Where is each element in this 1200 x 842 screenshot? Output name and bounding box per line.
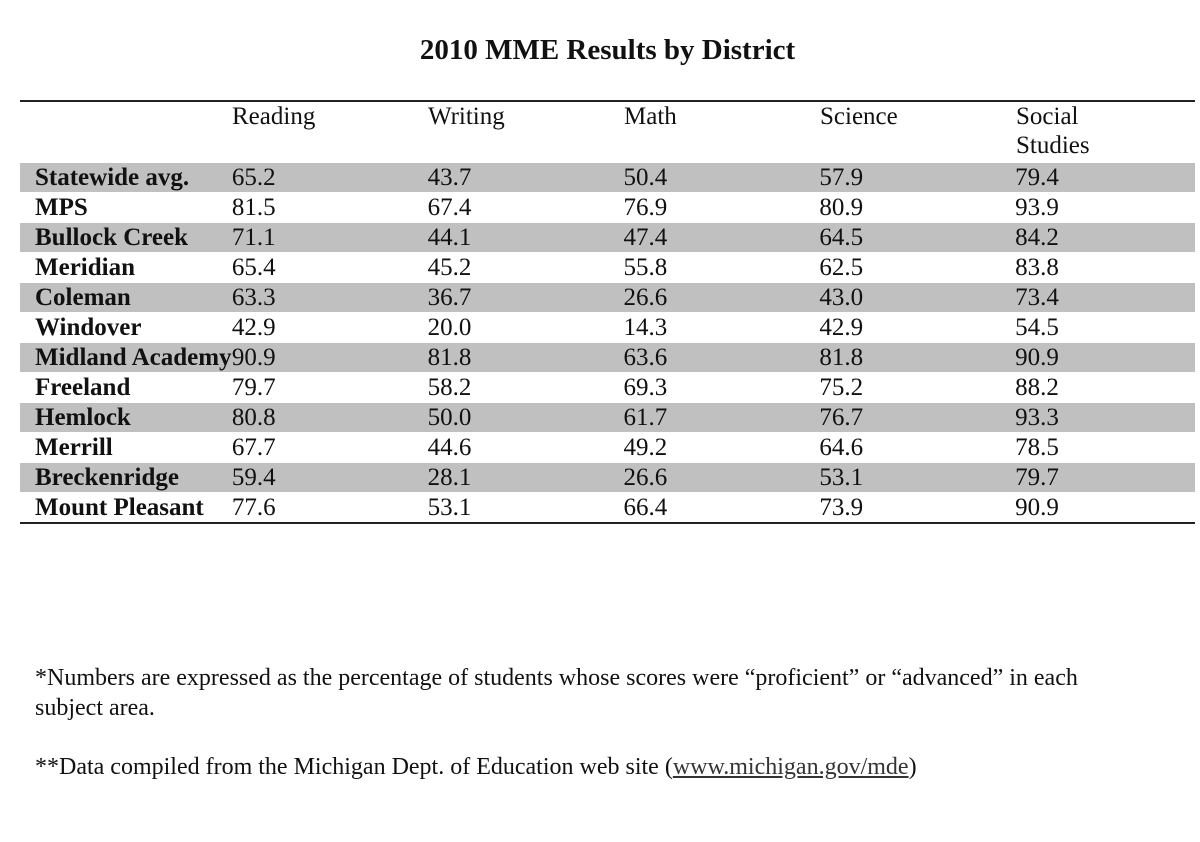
cell-reading: 90.9 — [231, 344, 276, 371]
table-row: Mount Pleasant 77.6 53.1 66.4 73.9 90.9 — [20, 492, 1195, 522]
cell-math: 76.9 — [623, 194, 668, 221]
header-math: Math — [624, 103, 677, 130]
cell-social-studies: 73.4 — [1015, 284, 1059, 311]
cell-math: 69.3 — [623, 374, 668, 401]
district-name: Bullock Creek — [35, 224, 189, 251]
cell-social-studies: 79.4 — [1015, 164, 1059, 191]
cell-reading: 63.3 — [231, 284, 276, 311]
table-row: Hemlock 80.8 50.0 61.7 76.7 93.3 — [20, 402, 1195, 432]
table-row: Freeland 79.7 58.2 69.3 75.2 88.2 — [20, 372, 1195, 402]
table-row: MPS 81.5 67.4 76.9 80.9 93.9 — [20, 192, 1195, 222]
footnote-source-close: ) — [908, 754, 917, 780]
cell-reading: 65.4 — [231, 254, 276, 281]
cell-social-studies: 88.2 — [1015, 374, 1059, 401]
cell-writing: 20.0 — [427, 314, 472, 341]
cell-social-studies: 83.8 — [1015, 254, 1059, 281]
district-name: Coleman — [35, 284, 131, 311]
cell-reading: 81.5 — [231, 194, 276, 221]
cell-math: 49.2 — [623, 434, 668, 461]
cell-writing: 45.2 — [427, 254, 472, 281]
cell-math: 26.6 — [623, 284, 668, 311]
cell-math: 50.4 — [623, 164, 668, 191]
table-row: Merrill 67.7 44.6 49.2 64.6 78.5 — [20, 432, 1195, 462]
district-name: Statewide avg. — [35, 164, 190, 191]
district-name: MPS — [35, 194, 88, 221]
header-science: Science — [820, 103, 898, 130]
cell-math: 14.3 — [623, 314, 668, 341]
table-row: Breckenridge 59.4 28.1 26.6 53.1 79.7 — [20, 462, 1195, 492]
table-row: Bullock Creek 71.1 44.1 47.4 64.5 84.2 — [20, 222, 1195, 252]
cell-math: 66.4 — [623, 494, 668, 521]
district-name: Merrill — [35, 434, 113, 461]
page-title: 2010 MME Results by District — [419, 34, 796, 66]
cell-science: 64.6 — [819, 434, 864, 461]
table-row: Statewide avg. 65.2 43.7 50.4 57.9 79.4 — [20, 162, 1195, 192]
district-name: Freeland — [35, 374, 131, 401]
table-row: Midland Academy 90.9 81.8 63.6 81.8 90.9 — [20, 342, 1195, 372]
cell-math: 26.6 — [623, 464, 668, 491]
table-row: Meridian 65.4 45.2 55.8 62.5 83.8 — [20, 252, 1195, 282]
cell-writing: 36.7 — [427, 284, 472, 311]
cell-science: 57.9 — [819, 164, 864, 191]
table-row: Coleman 63.3 36.7 26.6 43.0 73.4 — [20, 282, 1195, 312]
cell-social-studies: 84.2 — [1015, 224, 1059, 251]
cell-reading: 59.4 — [231, 464, 276, 491]
mde-link[interactable]: www.michigan.gov/mde — [672, 754, 909, 780]
cell-science: 43.0 — [819, 284, 864, 311]
cell-science: 76.7 — [819, 404, 864, 431]
district-name: Breckenridge — [35, 464, 179, 491]
cell-writing: 44.6 — [427, 434, 472, 461]
district-name: Hemlock — [35, 404, 131, 431]
table-row: Windover 42.9 20.0 14.3 42.9 54.5 — [20, 312, 1195, 342]
district-name: Meridian — [35, 254, 135, 281]
cell-writing: 53.1 — [427, 494, 472, 521]
footnote-source-text: **Data compiled from the Michigan Dept. … — [35, 754, 673, 780]
cell-writing: 81.8 — [427, 344, 472, 371]
results-table: Reading Writing Math Science Social Stud… — [20, 100, 1195, 524]
cell-science: 64.5 — [819, 224, 864, 251]
cell-social-studies: 79.7 — [1015, 464, 1059, 491]
cell-reading: 42.9 — [231, 314, 276, 341]
district-name: Mount Pleasant — [35, 494, 204, 521]
district-name: Windover — [35, 314, 142, 341]
cell-science: 42.9 — [819, 314, 864, 341]
cell-writing: 43.7 — [427, 164, 472, 191]
cell-writing: 44.1 — [427, 224, 472, 251]
header-reading: Reading — [232, 103, 316, 130]
table-header-row: Reading Writing Math Science Social Stud… — [20, 102, 1195, 162]
cell-math: 55.8 — [623, 254, 668, 281]
cell-reading: 80.8 — [231, 404, 276, 431]
cell-social-studies: 90.9 — [1015, 344, 1059, 371]
cell-social-studies: 93.9 — [1015, 194, 1059, 221]
footnote-proficiency: *Numbers are expressed as the percentage… — [35, 665, 1078, 721]
cell-reading: 79.7 — [231, 374, 276, 401]
cell-reading: 77.6 — [231, 494, 276, 521]
cell-math: 61.7 — [623, 404, 668, 431]
cell-social-studies: 78.5 — [1015, 434, 1059, 461]
cell-social-studies: 93.3 — [1015, 404, 1059, 431]
cell-social-studies: 54.5 — [1015, 314, 1059, 341]
header-district — [20, 102, 232, 162]
cell-science: 53.1 — [819, 464, 864, 491]
cell-math: 47.4 — [623, 224, 668, 251]
cell-science: 75.2 — [819, 374, 864, 401]
header-social-studies: Social Studies — [1016, 103, 1090, 159]
cell-writing: 28.1 — [427, 464, 472, 491]
cell-writing: 58.2 — [427, 374, 472, 401]
cell-reading: 65.2 — [231, 164, 276, 191]
cell-writing: 50.0 — [427, 404, 472, 431]
cell-science: 81.8 — [819, 344, 864, 371]
cell-reading: 71.1 — [231, 224, 276, 251]
district-name: Midland Academy — [35, 344, 232, 371]
cell-math: 63.6 — [623, 344, 668, 371]
cell-social-studies: 90.9 — [1015, 494, 1059, 521]
cell-reading: 67.7 — [231, 434, 276, 461]
cell-science: 73.9 — [819, 494, 864, 521]
cell-writing: 67.4 — [427, 194, 472, 221]
cell-science: 80.9 — [819, 194, 864, 221]
footnote-source: **Data compiled from the Michigan Dept. … — [35, 752, 917, 782]
header-writing: Writing — [428, 103, 505, 130]
cell-science: 62.5 — [819, 254, 864, 281]
